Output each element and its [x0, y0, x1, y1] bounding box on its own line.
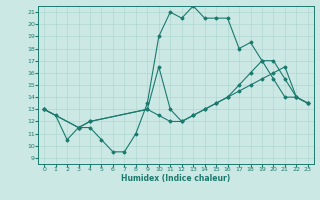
- X-axis label: Humidex (Indice chaleur): Humidex (Indice chaleur): [121, 174, 231, 183]
